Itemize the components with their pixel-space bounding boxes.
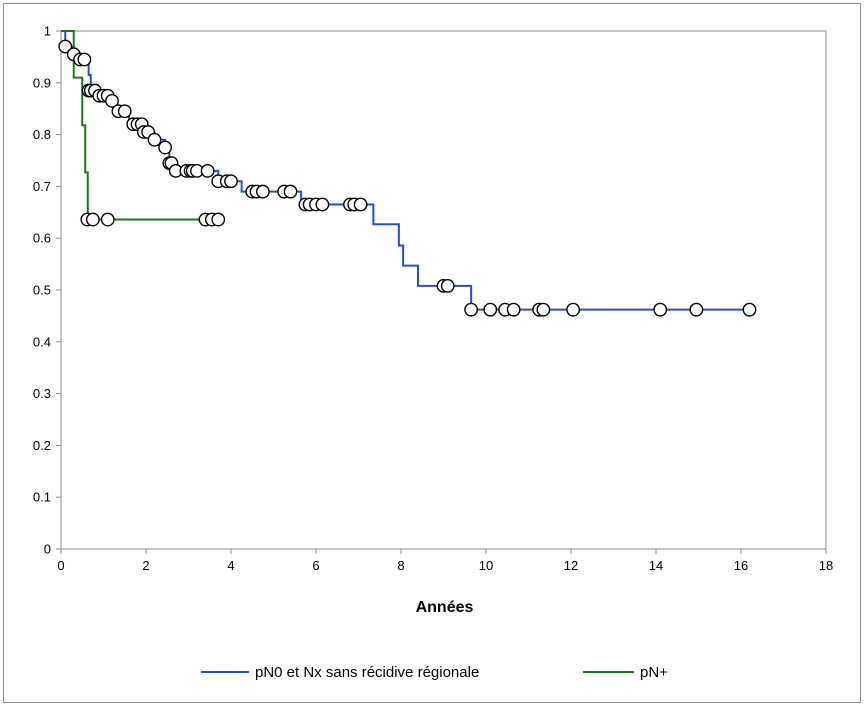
- censor-marker: [536, 302, 551, 317]
- x-tick-label: 4: [227, 558, 234, 573]
- censor-marker: [315, 197, 330, 212]
- x-axis-title: Années: [416, 599, 474, 616]
- x-tick-label: 14: [649, 558, 663, 573]
- censor-marker: [85, 212, 100, 227]
- censor-marker: [689, 302, 704, 317]
- x-tick-label: 12: [564, 558, 578, 573]
- censor-marker: [200, 163, 215, 178]
- censor-marker: [255, 184, 270, 199]
- censor-marker: [353, 197, 368, 212]
- censor-marker: [653, 302, 668, 317]
- x-tick-label: 0: [57, 558, 64, 573]
- x-tick-label: 16: [734, 558, 748, 573]
- censor-marker: [440, 278, 455, 293]
- x-tick-label: 18: [819, 558, 833, 573]
- legend-label-0: pN0 et Nx sans récidive régionale: [255, 664, 479, 681]
- censor-marker: [100, 212, 115, 227]
- censor-marker: [464, 302, 479, 317]
- y-tick-label: 0.8: [33, 127, 51, 142]
- y-tick-label: 0.2: [33, 438, 51, 453]
- y-tick-label: 0.1: [33, 490, 51, 505]
- y-tick-label: 0: [44, 542, 51, 557]
- censor-marker: [224, 174, 238, 189]
- censor-marker: [483, 302, 498, 317]
- y-tick-label: 0.5: [33, 283, 51, 298]
- axes: 00.10.20.30.40.50.60.70.80.910 2 4 6 8 10 12 14…: [33, 24, 833, 574]
- legend: pN0 et Nx sans récidive régionale pN+: [201, 664, 668, 681]
- legend-label-1: pN+: [640, 664, 668, 681]
- y-tick-label: 0.4: [33, 334, 51, 349]
- censor-marker: [506, 302, 521, 317]
- censor-marker: [211, 212, 226, 227]
- x-tick-label: 10: [479, 558, 493, 573]
- x-tick-label: 8: [397, 558, 404, 573]
- y-tick-label: 1: [44, 24, 51, 39]
- x-tick-label: 2: [142, 558, 149, 573]
- y-tick-label: 0.9: [33, 75, 51, 90]
- censor-marker: [566, 302, 581, 317]
- y-tick-label: 0.6: [33, 231, 51, 246]
- censor-marker: [117, 104, 132, 119]
- y-tick-label: 0.7: [33, 179, 51, 194]
- censor-marker: [58, 39, 73, 54]
- x-tick-label: 6: [312, 558, 319, 573]
- censor-marker: [105, 94, 119, 108]
- y-tick-label: 0.3: [33, 386, 51, 401]
- censor-marker: [147, 132, 162, 147]
- censor-marker: [158, 140, 173, 155]
- censor-marker: [77, 52, 92, 67]
- censor-marker: [283, 184, 298, 199]
- censor-marker: [742, 302, 757, 317]
- censor-markers-layer: [58, 39, 757, 317]
